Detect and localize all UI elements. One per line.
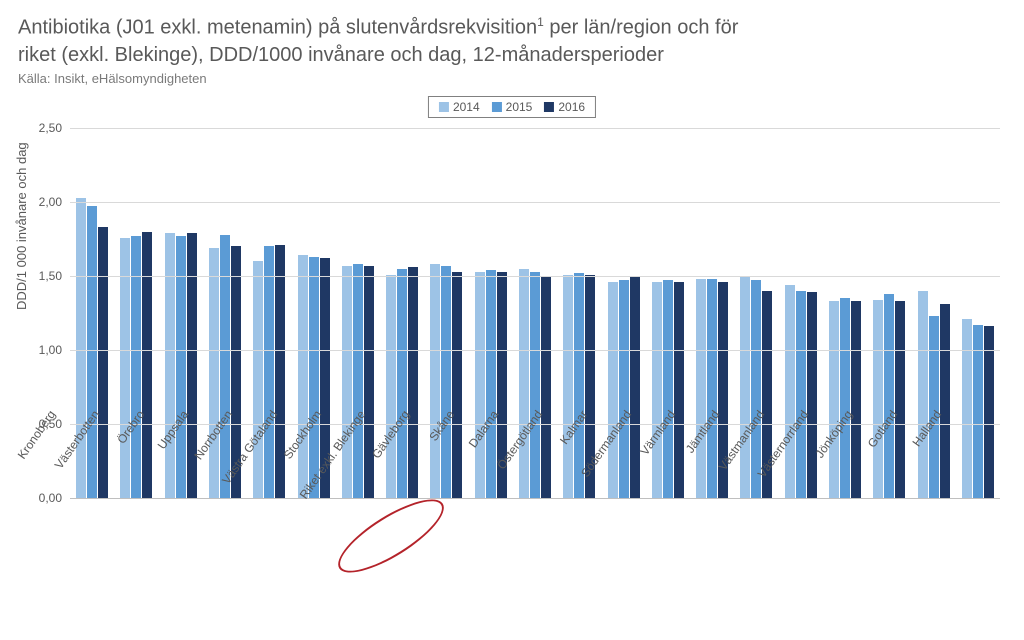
bar [740, 277, 750, 498]
bar [940, 304, 950, 498]
bar [298, 255, 308, 498]
bar [209, 248, 219, 498]
y-tick-label: 2,50 [39, 121, 62, 135]
bar [785, 285, 795, 498]
gridline [70, 350, 1000, 351]
bar [253, 261, 263, 498]
bar [563, 275, 573, 498]
gridline [70, 128, 1000, 129]
bar [76, 198, 86, 498]
bar [962, 319, 972, 498]
bar [220, 235, 230, 498]
legend-item-2016: 2016 [544, 100, 585, 114]
legend-label-2015: 2015 [506, 100, 533, 114]
bar [984, 326, 994, 498]
legend-swatch-2014 [439, 102, 449, 112]
bar [264, 246, 274, 498]
legend-label-2016: 2016 [558, 100, 585, 114]
legend-label-2014: 2014 [453, 100, 480, 114]
title-block: Antibiotika (J01 exkl. metenamin) på slu… [18, 14, 1006, 86]
title-sup: 1 [537, 15, 544, 29]
legend: 2014 2015 2016 [428, 96, 596, 118]
bar-group [918, 291, 950, 498]
bar [165, 233, 175, 498]
bar [386, 275, 396, 498]
bar [652, 282, 662, 498]
bar [873, 300, 883, 498]
bar [519, 269, 529, 498]
bar [696, 279, 706, 498]
y-tick-label: 2,00 [39, 195, 62, 209]
bar-group [962, 319, 994, 498]
chart-container: Antibiotika (J01 exkl. metenamin) på slu… [0, 0, 1024, 640]
x-axis-labels: KronobergVästerbottenÖrebroUppsalaNorrbo… [70, 500, 1000, 630]
bar [430, 264, 440, 498]
bar [87, 206, 97, 498]
bar [829, 301, 839, 498]
bar [608, 282, 618, 498]
y-tick-label: 1,50 [39, 269, 62, 283]
title-pre: Antibiotika (J01 exkl. metenamin) på slu… [18, 17, 537, 39]
bar [918, 291, 928, 498]
gridline [70, 276, 1000, 277]
legend-item-2014: 2014 [439, 100, 480, 114]
title-post: per län/region och för [544, 17, 739, 39]
y-axis-label: DDD/1 000 invånare och dag [14, 142, 29, 310]
legend-swatch-2016 [544, 102, 554, 112]
bar [342, 266, 352, 498]
legend-item-2015: 2015 [492, 100, 533, 114]
title-line-1: Antibiotika (J01 exkl. metenamin) på slu… [18, 14, 1006, 42]
legend-swatch-2015 [492, 102, 502, 112]
y-tick-label: 1,00 [39, 343, 62, 357]
source-line: Källa: Insikt, eHälsomyndigheten [18, 71, 1006, 86]
bar [929, 316, 939, 498]
bar [475, 272, 485, 498]
title-line-2: riket (exkl. Blekinge), DDD/1000 invånar… [18, 42, 1006, 69]
bar [309, 257, 319, 498]
gridline [70, 202, 1000, 203]
